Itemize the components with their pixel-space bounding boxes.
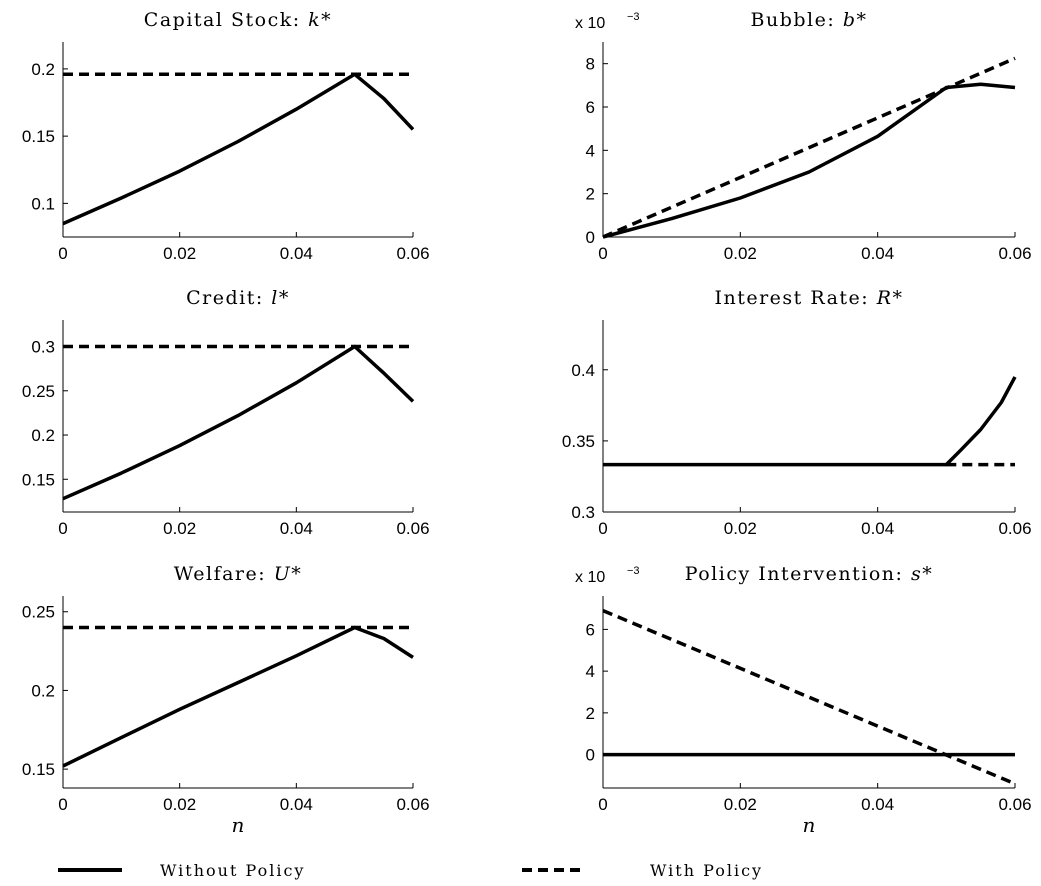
y-tick-label: 0.25 <box>22 603 55 622</box>
y-tick-label: 4 <box>586 141 595 160</box>
x-tick-label: 0 <box>58 244 67 263</box>
series-line-without-policy <box>62 72 415 226</box>
chart-panel-6: 0 0.02 0.04 0.06 0 2 4 6 Policy Intervention: s*… <box>575 563 1032 837</box>
series-line-without-policy <box>603 376 1017 467</box>
y-tick-label: 2 <box>586 704 595 723</box>
y-tick-label: 0.2 <box>31 681 55 700</box>
y-tick-label: 0.25 <box>22 382 55 401</box>
x-tick-label: 0.04 <box>280 244 313 263</box>
series-line-with-policy <box>602 608 1016 786</box>
y-tick-label: 6 <box>586 620 595 639</box>
x-tick-label: 0.06 <box>396 795 429 814</box>
axis-multiplier: x 10 <box>575 569 605 586</box>
x-axis-label: n <box>803 813 816 837</box>
x-tick-label: 0.04 <box>280 519 313 538</box>
x-tick-label: 0.02 <box>724 519 757 538</box>
series-line-with-policy <box>602 56 1016 239</box>
axis-multiplier-exponent: −3 <box>627 565 640 577</box>
x-tick-label: 0.02 <box>724 795 757 814</box>
panels-group: 0 0.02 0.04 0.06 0.1 0.15 0.2 Capital Stock: k*… <box>22 9 1032 837</box>
axis-multiplier-exponent: −3 <box>627 11 640 23</box>
legend-label-with-policy: With Policy <box>650 861 763 880</box>
y-tick-label: 0 <box>586 746 595 765</box>
x-tick-label: 0 <box>598 795 607 814</box>
y-tick-label: 2 <box>586 185 595 204</box>
chart-title: Welfare: U* <box>174 563 302 585</box>
x-tick-label: 0.06 <box>396 244 429 263</box>
x-tick-label: 0 <box>598 244 607 263</box>
y-tick-label: 0.1 <box>31 194 55 213</box>
x-tick-label: 0.06 <box>998 795 1031 814</box>
series-line-without-policy <box>62 625 414 768</box>
axis-multiplier: x 10 <box>575 15 605 32</box>
x-tick-label: 0.02 <box>163 519 196 538</box>
chart-panel-2: 0 0.02 0.04 0.06 0 2 4 6 8 Bubble: b* x 10 −3 <box>575 9 1032 263</box>
legend-label-without-policy: Without Policy <box>160 861 305 880</box>
x-tick-label: 0.06 <box>396 519 429 538</box>
x-tick-label: 0.06 <box>998 519 1031 538</box>
x-tick-label: 0.04 <box>861 244 894 263</box>
y-tick-label: 0.4 <box>571 361 595 380</box>
y-tick-label: 0.15 <box>22 760 55 779</box>
chart-title: Capital Stock: k* <box>144 9 332 31</box>
x-tick-label: 0 <box>598 519 607 538</box>
x-tick-label: 0.02 <box>724 244 757 263</box>
chart-panel-4: 0 0.02 0.04 0.06 0.3 0.35 0.4 Interest Rate: R* <box>562 287 1032 538</box>
y-tick-label: 8 <box>586 55 595 74</box>
chart-title: Interest Rate: R* <box>714 287 903 309</box>
x-tick-label: 0.04 <box>861 795 894 814</box>
x-tick-label: 0.02 <box>163 795 196 814</box>
legend: Without Policy With Policy <box>58 861 763 880</box>
y-tick-label: 0 <box>586 228 595 247</box>
series-line-without-policy <box>602 82 1016 239</box>
x-tick-label: 0 <box>58 795 67 814</box>
y-tick-label: 0.3 <box>31 338 55 357</box>
chart-title: Credit: l* <box>186 287 290 309</box>
x-tick-label: 0.04 <box>861 519 894 538</box>
chart-panel-3: 0 0.02 0.04 0.06 0.15 0.2 0.25 0.3 Credit: l* <box>22 287 430 538</box>
chart-title: Policy Intervention: s* <box>685 563 934 585</box>
x-tick-label: 0.04 <box>280 795 313 814</box>
y-tick-label: 0.15 <box>22 470 55 489</box>
y-tick-label: 6 <box>586 98 595 117</box>
x-tick-label: 0.06 <box>998 244 1031 263</box>
chart-panel-5: 0 0.02 0.04 0.06 0.15 0.2 0.25 Welfare: U* n <box>22 563 430 837</box>
x-tick-label: 0.02 <box>163 244 196 263</box>
y-tick-label: 0.2 <box>31 426 55 445</box>
x-tick-label: 0 <box>58 519 67 538</box>
y-tick-label: 0.3 <box>571 503 595 522</box>
y-tick-label: 0.15 <box>22 127 55 146</box>
y-tick-label: 0.35 <box>562 432 595 451</box>
y-tick-label: 4 <box>586 662 595 681</box>
chart-panel-1: 0 0.02 0.04 0.06 0.1 0.15 0.2 Capital Stock: k* <box>22 9 430 263</box>
y-tick-label: 0.2 <box>31 60 55 79</box>
series-line-without-policy <box>62 344 415 501</box>
x-axis-label: n <box>232 813 245 837</box>
chart-title: Bubble: b* <box>751 9 868 31</box>
